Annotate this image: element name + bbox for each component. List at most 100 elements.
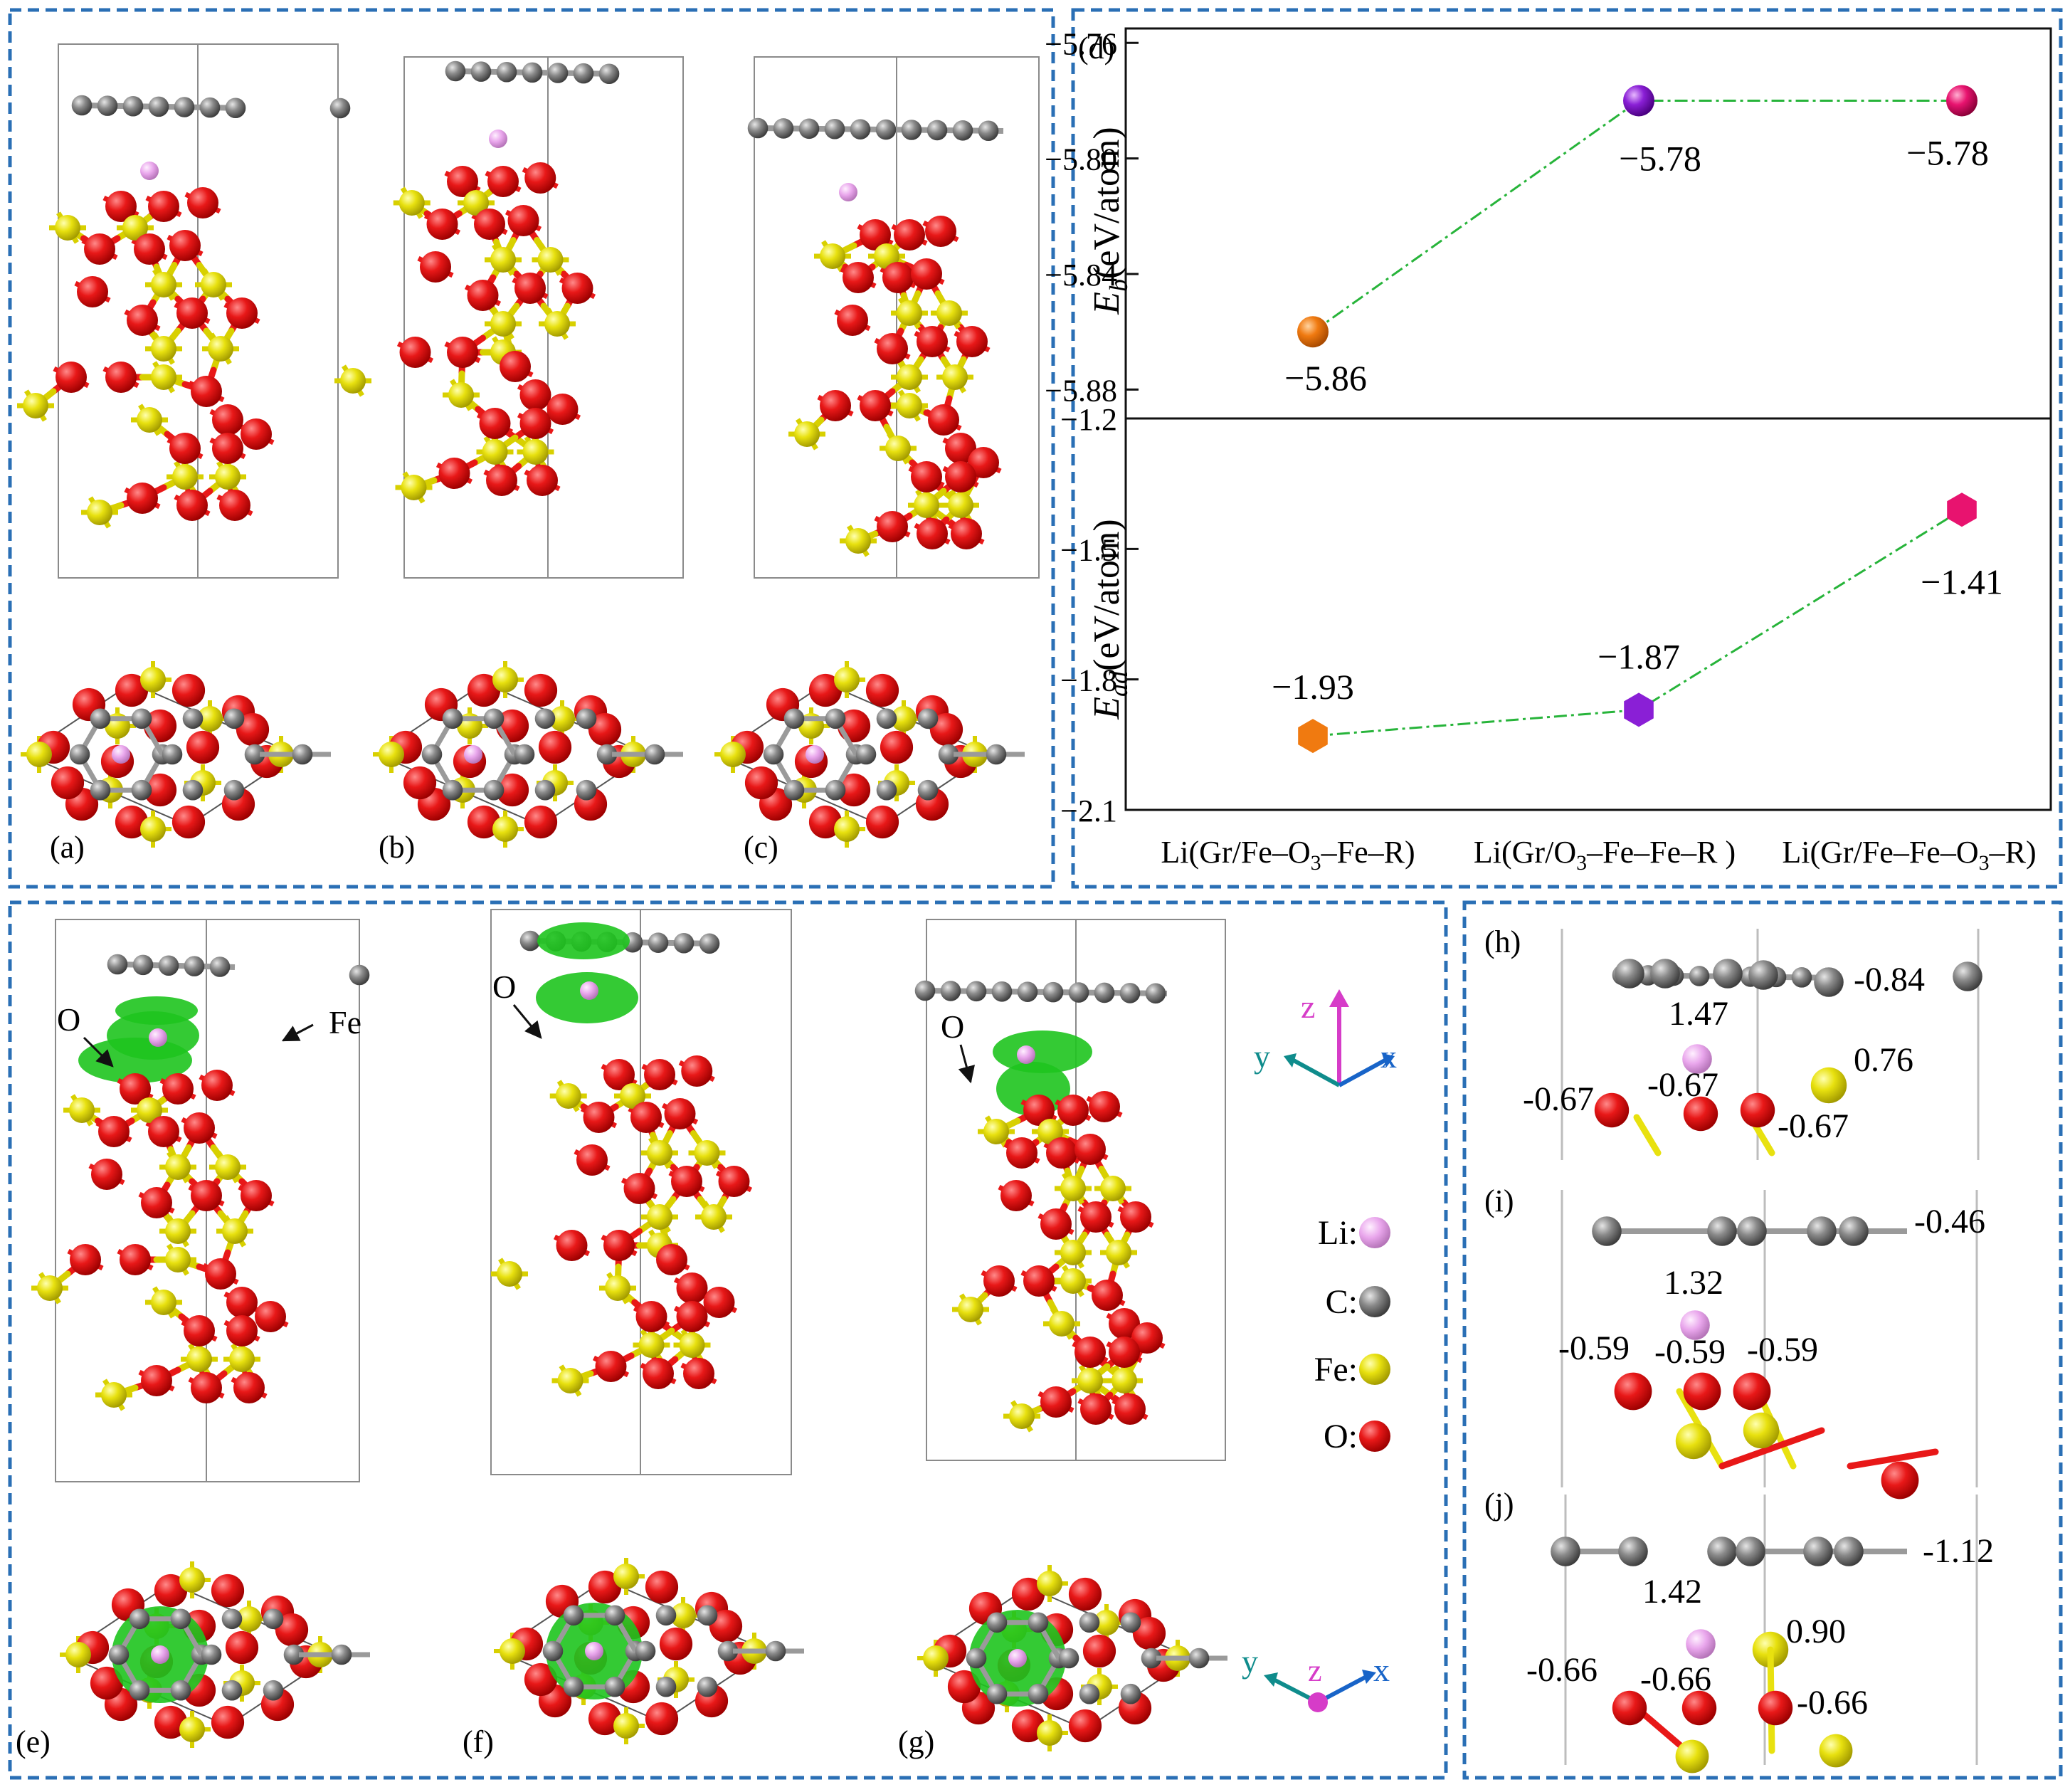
iron-atom (936, 300, 962, 326)
carbon-atom (783, 708, 805, 729)
oxygen-atom (467, 805, 501, 839)
charge-h-o1: -0.67 (1523, 1080, 1594, 1118)
lithium-atom (149, 1028, 167, 1047)
carbon-atom (1707, 1216, 1737, 1246)
oxygen-atom (148, 1116, 179, 1147)
iron-atom (492, 667, 518, 692)
iron-atom (236, 1606, 262, 1632)
oxygen-atom (588, 1570, 622, 1604)
carbon-atom (108, 1644, 130, 1665)
carbon-atom (107, 954, 128, 975)
charges-i: -0.46 1.32 -0.59 -0.59 -0.59 (1558, 1203, 1985, 1371)
oxygen-atom (880, 730, 914, 764)
atom-label-fe-e: Fe (329, 1004, 361, 1040)
carbon-atom (174, 97, 195, 117)
carbon-atom (1094, 982, 1115, 1003)
x-tick-label-1-sub: 3 (1311, 851, 1321, 875)
carbon-atom (1120, 1612, 1141, 1633)
carbon-atom (598, 63, 620, 85)
oxygen-atom (134, 233, 165, 265)
iron-atom (897, 393, 922, 418)
carbon-atom (223, 708, 245, 729)
data-point-ead-2 (1624, 692, 1654, 727)
lithium-atom (839, 183, 857, 201)
iron-atom (101, 1382, 127, 1408)
carbon-atom (1592, 1216, 1622, 1246)
charge-density-isosurface (115, 996, 198, 1025)
iron-atom (1094, 1610, 1119, 1635)
lithium-atom (489, 130, 507, 148)
carbon-atom (917, 708, 939, 729)
carbon-atom (563, 1676, 584, 1697)
unit-cell (403, 56, 684, 579)
oxygen-atom (664, 1098, 696, 1129)
iron-atom (897, 364, 922, 390)
carbon-atom (170, 1608, 191, 1630)
oxygen-atom (683, 1358, 714, 1389)
data-label-eb-2: −5.78 (1619, 138, 1701, 178)
oxygen-atom (51, 766, 85, 800)
arrow-o-f (512, 1004, 542, 1039)
oxygen-atom (447, 166, 478, 197)
iron-atom (398, 190, 425, 216)
carbon-atom (129, 1608, 150, 1630)
carbon-atom (1803, 1537, 1833, 1566)
charges-h: -0.84 1.47 0.76 -0.67 -0.67 -0.67 (1523, 961, 1925, 1145)
carbon-atom (470, 61, 492, 82)
carbon-atom (496, 61, 517, 83)
carbon-atom (442, 779, 463, 801)
axis-y-head (1284, 1053, 1297, 1068)
oxygen-atom (860, 390, 891, 421)
oxygen-atom (420, 251, 451, 283)
iron-atom (151, 1290, 176, 1315)
iron-atom (137, 407, 162, 433)
oxygen-atom (524, 1662, 558, 1697)
oxygen-atom (956, 326, 988, 357)
charge-i-c: -0.46 (1914, 1203, 1985, 1240)
bond (1633, 1114, 1662, 1156)
iron-atom (557, 1368, 583, 1393)
oxygen-atom (603, 1230, 635, 1261)
oxygen-atom (583, 1102, 615, 1133)
lithium-atom (585, 1642, 603, 1660)
iron-atom (151, 364, 176, 390)
carbon-atom (1814, 967, 1844, 997)
oxygen-atom (90, 1666, 124, 1700)
iron-atom (1049, 1311, 1074, 1337)
carbon-atom (635, 1640, 656, 1662)
oxygen-atom (644, 1059, 675, 1090)
oxygen-atom (127, 305, 158, 336)
oxygen-atom (718, 1166, 750, 1197)
oxygen-atom (120, 1244, 151, 1275)
axis-y-label: y (1254, 1038, 1270, 1075)
oxygen-atom (115, 805, 149, 839)
oxygen-atom (1881, 1461, 1919, 1500)
oxygen-atom (1040, 1208, 1072, 1240)
iron-atom (215, 464, 241, 490)
legend-o-label: O: (1324, 1418, 1358, 1455)
iron-atom (942, 364, 968, 390)
oxygen-atom (403, 766, 437, 800)
charge-h-li: 1.47 (1669, 995, 1728, 1033)
carbon-atom (938, 744, 959, 765)
iron-atom (492, 816, 518, 842)
oxygen-atom (894, 219, 925, 251)
iron-atom (555, 1083, 581, 1109)
oxygen-atom (865, 805, 899, 839)
charge-h-fe: 0.76 (1854, 1041, 1913, 1079)
oxygen-atom (105, 362, 137, 393)
carbon-atom (825, 708, 846, 729)
iron-atom (679, 1332, 705, 1358)
carbon-atom (1807, 1216, 1837, 1246)
chart-d: (d) Eb(eV/atom) Ead(eV/atom) Li(Gr/Fe–O3… (1045, 26, 2052, 875)
panel-label-c: (c) (744, 830, 778, 865)
ylabel-top: Eb(eV/atom) (1087, 127, 1133, 315)
carbon-atom (986, 744, 1007, 765)
axis2-y-head (1264, 1672, 1278, 1687)
data-label-ead-2: −1.87 (1598, 636, 1680, 676)
oxygen-atom (275, 1613, 309, 1647)
oxygen-atom (709, 1609, 743, 1643)
oxygen-atom (968, 447, 999, 478)
iron-atom (165, 1218, 191, 1244)
carbon-atom (1028, 1683, 1049, 1704)
